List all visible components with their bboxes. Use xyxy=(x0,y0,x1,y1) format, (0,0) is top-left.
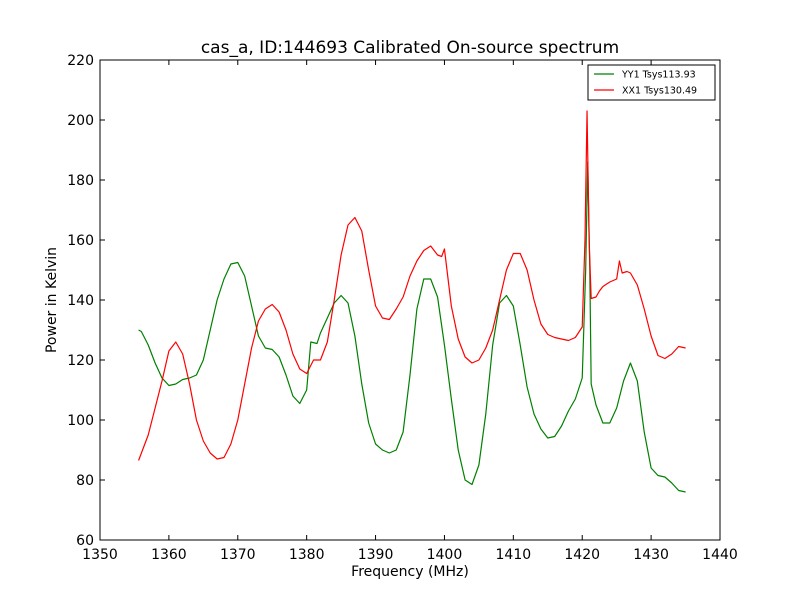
y-tick-label: 200 xyxy=(67,113,94,129)
x-tick-label: 1350 xyxy=(82,547,118,563)
x-tick-label: 1430 xyxy=(633,547,669,563)
series-line-1 xyxy=(138,110,686,461)
legend-box xyxy=(587,64,716,101)
series-line-0 xyxy=(138,161,686,493)
y-axis-label: Power in Kelvin xyxy=(44,247,60,353)
y-tick-label: 220 xyxy=(67,53,94,69)
y-tick-label: 160 xyxy=(67,233,94,249)
y-tick-label: 100 xyxy=(67,413,94,429)
x-tick-label: 1390 xyxy=(358,547,394,563)
x-tick-label: 1420 xyxy=(564,547,600,563)
y-tick-label: 60 xyxy=(76,533,94,549)
x-tick-label: 1360 xyxy=(151,547,187,563)
y-tick-label: 80 xyxy=(76,473,94,489)
x-axis-label: Frequency (MHz) xyxy=(351,564,469,580)
x-tick-label: 1440 xyxy=(702,547,738,563)
y-tick-label: 180 xyxy=(67,173,94,189)
y-tick-label: 140 xyxy=(67,293,94,309)
x-tick-label: 1380 xyxy=(289,547,325,563)
ticks-layer: 1350 1360 1370 1380 1390 1400 1410 1420 1430 1440… xyxy=(67,53,738,563)
legend-label-yy1: YY1 Tsys113.93 xyxy=(621,70,696,81)
y-tick-label: 120 xyxy=(67,353,94,369)
x-tick-label: 1370 xyxy=(220,547,256,563)
x-tick-label: 1400 xyxy=(427,547,463,563)
legend: YY1 Tsys113.93 XX1 Tsys130.49 xyxy=(587,64,716,101)
x-tick-label: 1410 xyxy=(496,547,532,563)
series-layer xyxy=(138,110,686,493)
legend-label-xx1: XX1 Tsys130.49 xyxy=(622,86,697,97)
chart-title: cas_a, ID:144693 Calibrated On-source sp… xyxy=(201,38,619,58)
